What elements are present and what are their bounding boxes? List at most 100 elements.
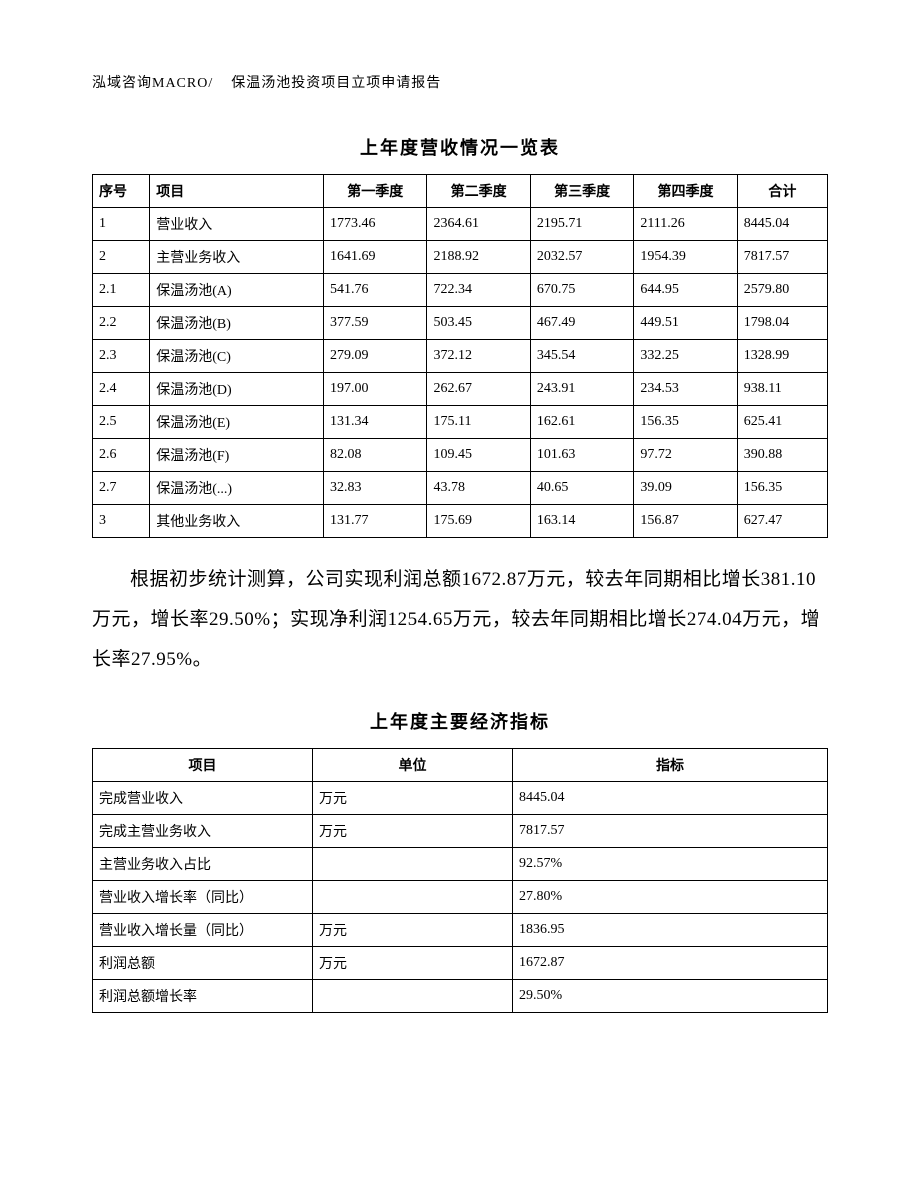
table-cell: 利润总额	[93, 946, 313, 979]
table-cell: 主营业务收入	[150, 241, 324, 274]
table-cell: 保温汤池(B)	[150, 307, 324, 340]
table-cell: 279.09	[324, 340, 427, 373]
table-row: 2.4保温汤池(D)197.00262.67243.91234.53938.11	[93, 373, 828, 406]
table-cell: 7817.57	[737, 241, 827, 274]
table-cell: 2032.57	[530, 241, 633, 274]
table-cell: 2.3	[93, 340, 150, 373]
table-cell: 234.53	[634, 373, 737, 406]
col-q2: 第二季度	[427, 175, 530, 208]
table-cell: 82.08	[324, 439, 427, 472]
header-left: 泓域咨询MACRO/	[92, 76, 213, 91]
table-row: 营业收入增长量（同比）万元1836.95	[93, 913, 828, 946]
table-cell: 670.75	[530, 274, 633, 307]
table-cell: 营业收入增长率（同比）	[93, 880, 313, 913]
table-cell: 7817.57	[513, 814, 828, 847]
table-cell: 39.09	[634, 472, 737, 505]
table-cell	[313, 847, 513, 880]
col-unit: 单位	[313, 748, 513, 781]
table-cell: 3	[93, 505, 150, 538]
table-row: 完成主营业务收入万元7817.57	[93, 814, 828, 847]
table-cell: 938.11	[737, 373, 827, 406]
header-right: 保温汤池投资项目立项申请报告	[231, 76, 441, 91]
table-cell: 利润总额增长率	[93, 979, 313, 1012]
table-cell: 243.91	[530, 373, 633, 406]
table-cell: 2.4	[93, 373, 150, 406]
table-row: 利润总额万元1672.87	[93, 946, 828, 979]
table-cell: 保温汤池(C)	[150, 340, 324, 373]
table1-title: 上年度营收情况一览表	[92, 134, 828, 160]
table-cell: 92.57%	[513, 847, 828, 880]
col-q4: 第四季度	[634, 175, 737, 208]
table-cell: 2364.61	[427, 208, 530, 241]
table-cell: 27.80%	[513, 880, 828, 913]
table-cell: 1773.46	[324, 208, 427, 241]
table-cell: 29.50%	[513, 979, 828, 1012]
table-cell: 175.69	[427, 505, 530, 538]
table-cell: 156.35	[737, 472, 827, 505]
table-cell: 625.41	[737, 406, 827, 439]
table-cell: 345.54	[530, 340, 633, 373]
table-cell: 372.12	[427, 340, 530, 373]
table-cell: 627.47	[737, 505, 827, 538]
table-cell: 万元	[313, 913, 513, 946]
table-cell: 完成营业收入	[93, 781, 313, 814]
table-header-row: 序号 项目 第一季度 第二季度 第三季度 第四季度 合计	[93, 175, 828, 208]
table-cell: 8445.04	[513, 781, 828, 814]
table-cell: 156.35	[634, 406, 737, 439]
table-cell: 390.88	[737, 439, 827, 472]
table-row: 主营业务收入占比 92.57%	[93, 847, 828, 880]
table-cell: 主营业务收入占比	[93, 847, 313, 880]
table-row: 营业收入增长率（同比） 27.80%	[93, 880, 828, 913]
table-row: 2主营业务收入1641.692188.922032.571954.397817.…	[93, 241, 828, 274]
table2-title: 上年度主要经济指标	[92, 708, 828, 734]
table-cell: 营业收入增长量（同比）	[93, 913, 313, 946]
table-cell: 163.14	[530, 505, 633, 538]
table-cell: 2.1	[93, 274, 150, 307]
table-cell: 2579.80	[737, 274, 827, 307]
table-cell: 377.59	[324, 307, 427, 340]
table-cell: 162.61	[530, 406, 633, 439]
table-cell: 262.67	[427, 373, 530, 406]
table-cell: 8445.04	[737, 208, 827, 241]
table-cell	[313, 880, 513, 913]
table-cell: 32.83	[324, 472, 427, 505]
table-cell: 131.77	[324, 505, 427, 538]
table-cell: 1328.99	[737, 340, 827, 373]
table-row: 利润总额增长率 29.50%	[93, 979, 828, 1012]
table-cell: 467.49	[530, 307, 633, 340]
table-cell: 万元	[313, 946, 513, 979]
table-cell: 1	[93, 208, 150, 241]
col-seq: 序号	[93, 175, 150, 208]
col-val: 指标	[513, 748, 828, 781]
table-row: 完成营业收入万元8445.04	[93, 781, 828, 814]
table-cell: 2111.26	[634, 208, 737, 241]
table-row: 2.2保温汤池(B)377.59503.45467.49449.511798.0…	[93, 307, 828, 340]
table-cell: 109.45	[427, 439, 530, 472]
table-cell: 156.87	[634, 505, 737, 538]
table-cell: 332.25	[634, 340, 737, 373]
table-header-row: 项目 单位 指标	[93, 748, 828, 781]
table-cell: 449.51	[634, 307, 737, 340]
table-cell: 503.45	[427, 307, 530, 340]
table-cell: 保温汤池(F)	[150, 439, 324, 472]
table-row: 2.7保温汤池(...)32.8343.7840.6539.09156.35	[93, 472, 828, 505]
table-row: 3其他业务收入131.77175.69163.14156.87627.47	[93, 505, 828, 538]
revenue-table: 序号 项目 第一季度 第二季度 第三季度 第四季度 合计 1营业收入1773.4…	[92, 174, 828, 538]
table-row: 2.5保温汤池(E)131.34175.11162.61156.35625.41	[93, 406, 828, 439]
table-cell: 万元	[313, 814, 513, 847]
col-q3: 第三季度	[530, 175, 633, 208]
col-item: 项目	[150, 175, 324, 208]
table-cell: 保温汤池(...)	[150, 472, 324, 505]
table-cell: 营业收入	[150, 208, 324, 241]
table-row: 2.3保温汤池(C)279.09372.12345.54332.251328.9…	[93, 340, 828, 373]
col-item2: 项目	[93, 748, 313, 781]
table-cell: 644.95	[634, 274, 737, 307]
table-cell: 完成主营业务收入	[93, 814, 313, 847]
table-cell: 保温汤池(A)	[150, 274, 324, 307]
table-cell: 其他业务收入	[150, 505, 324, 538]
table-cell: 2.6	[93, 439, 150, 472]
table-cell: 97.72	[634, 439, 737, 472]
table-row: 1营业收入1773.462364.612195.712111.268445.04	[93, 208, 828, 241]
table-cell: 1798.04	[737, 307, 827, 340]
table-cell: 1836.95	[513, 913, 828, 946]
